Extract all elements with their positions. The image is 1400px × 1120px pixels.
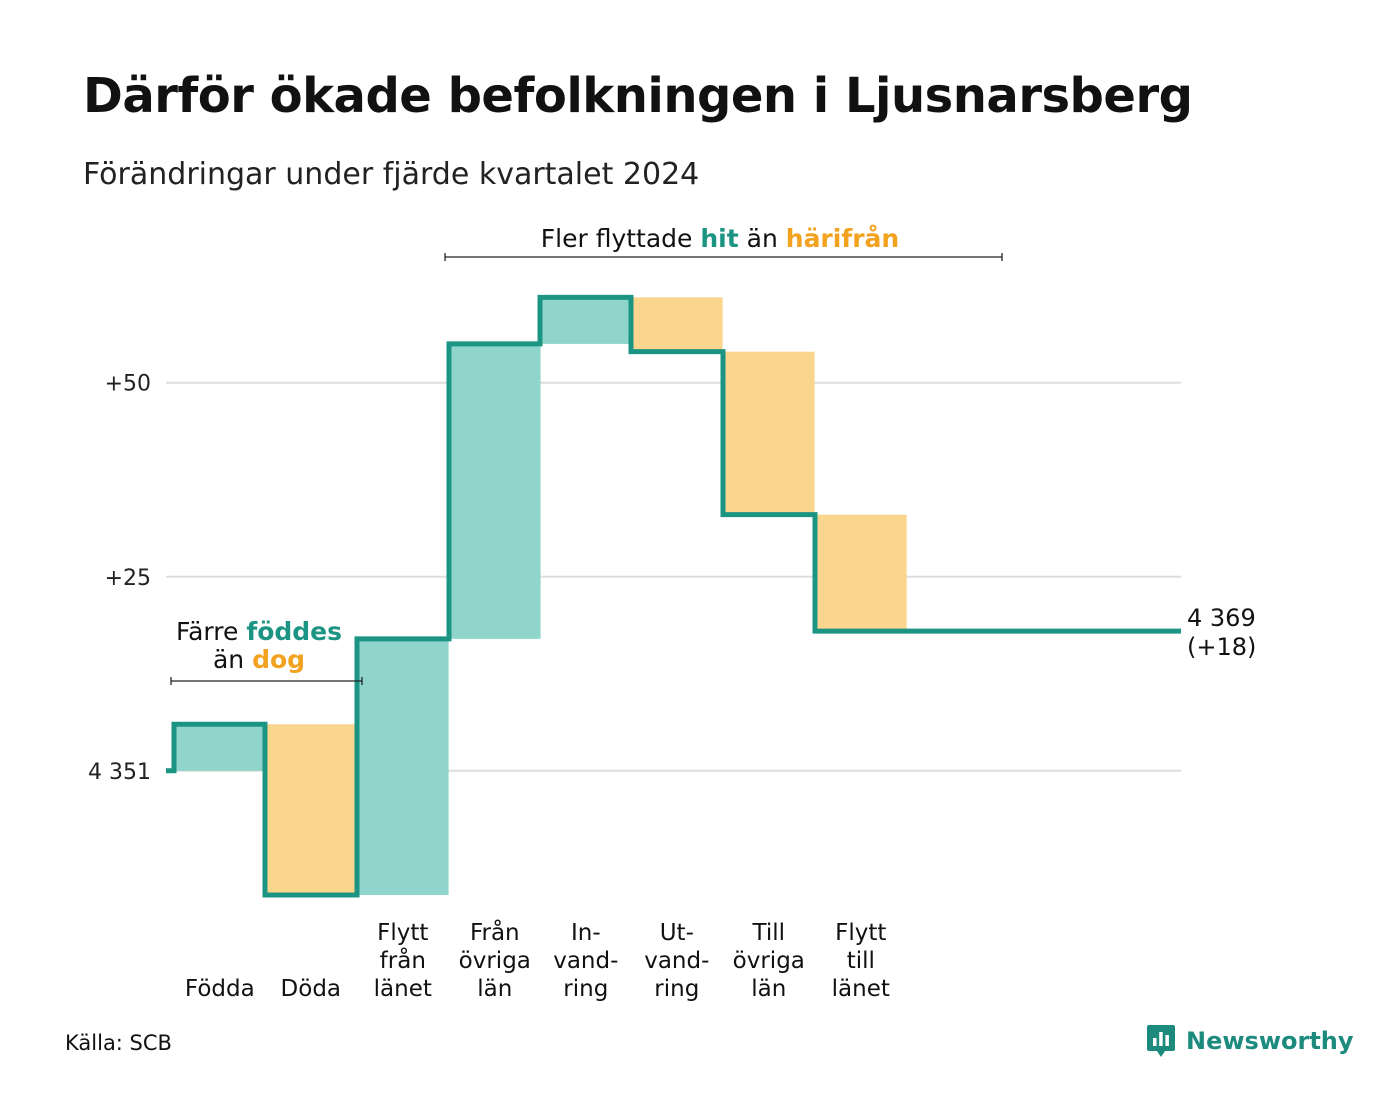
x-label-till-ovriga-lan: övriga [733,948,805,974]
end-change-label: (+18) [1187,633,1256,661]
bar-fodda [174,724,266,771]
bar-doda [265,724,357,895]
bar-utvandring [631,297,723,352]
chart-subtitle: Förändringar under fjärde kvartalet 2024 [83,157,700,192]
x-label-utvandring: ring [654,976,699,1002]
annotation-births-line1: Färre föddes [176,617,342,646]
end-value-label: 4 369 [1187,604,1256,632]
x-label-till-ovriga-lan: län [751,976,786,1002]
y-tick-label: 4 351 [88,760,151,785]
bar-till-ovriga-lan [723,351,815,515]
source-note: Källa: SCB [65,1031,172,1055]
brand-name: Newsworthy [1186,1027,1354,1055]
x-label-flytt-till-lanet: till [847,948,875,974]
x-label-fran-ovriga-lan: län [477,976,512,1002]
y-tick-label: +50 [105,372,151,397]
x-label-invandring: In- [571,920,601,946]
bar-flytt-fran-lanet [357,638,449,895]
cumulative-step-line [166,294,1181,898]
x-label-utvandring: Ut- [660,920,694,946]
annotation-migration: Fler flyttade hit än härifrån [541,224,899,253]
x-label-flytt-till-lanet: Flytt [835,920,886,946]
x-label-flytt-till-lanet: länet [832,976,890,1002]
x-label-flytt-fran-lanet: från [380,946,426,974]
y-tick-label: +25 [105,566,151,591]
x-label-doda: Döda [281,976,341,1002]
x-label-utvandring: vand- [644,948,709,974]
annotation-births-line2: än dog [213,645,305,674]
x-label-fran-ovriga-lan: övriga [459,948,531,974]
chart-title: Därför ökade befolkningen i Ljusnarsberg [83,68,1193,124]
x-label-fran-ovriga-lan: Från [470,918,520,946]
bar-flytt-till-lanet [815,514,907,632]
x-label-invandring: vand- [553,948,618,974]
x-label-flytt-fran-lanet: länet [374,976,432,1002]
x-label-till-ovriga-lan: Till [752,920,786,946]
x-label-fodda: Födda [185,976,255,1002]
bar-invandring [540,297,632,344]
x-label-flytt-fran-lanet: Flytt [377,920,428,946]
brand-logo: Newsworthy [1146,1023,1354,1059]
waterfall-chart: 4 351+25+504 369(+18) Födda DödaFlyttfrån… [88,224,1256,1002]
x-label-invandring: ring [563,976,608,1002]
newsworthy-logo-icon [1147,1025,1175,1057]
bar-fran-ovriga-lan [449,343,541,639]
